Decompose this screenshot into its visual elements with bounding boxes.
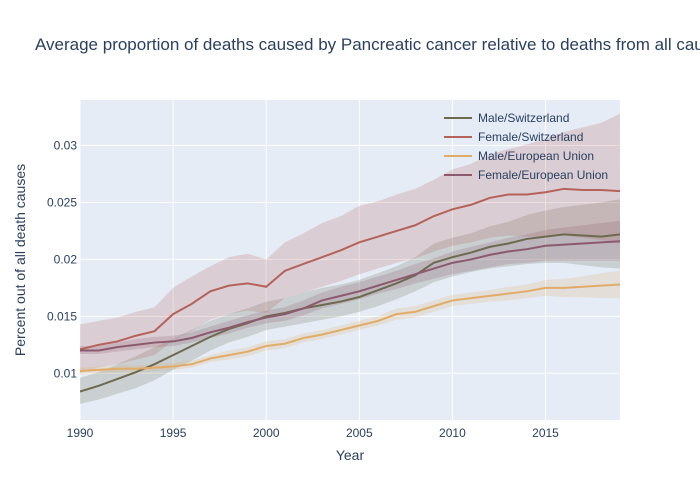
confidence-band bbox=[80, 113, 620, 374]
legend-label: Female/Switzerland bbox=[478, 130, 583, 144]
y-axis-title: Percent out of all death causes bbox=[12, 164, 28, 356]
x-axis-title: Year bbox=[336, 447, 365, 463]
series-line bbox=[80, 283, 620, 373]
y-tick-label: 0.025 bbox=[47, 195, 77, 209]
y-tick-label: 0.015 bbox=[47, 309, 77, 323]
series-lines bbox=[80, 187, 620, 393]
legend-label: Male/Switzerland bbox=[478, 111, 569, 125]
x-gridlines bbox=[79, 100, 547, 420]
legend-label: Female/European Union bbox=[478, 168, 608, 182]
series-line bbox=[80, 240, 620, 352]
series-line bbox=[80, 233, 620, 393]
y-tick-label: 0.03 bbox=[54, 139, 78, 153]
y-tick-label: 0.02 bbox=[54, 252, 78, 266]
x-tick-label: 1995 bbox=[160, 426, 187, 440]
confidence-band bbox=[80, 220, 620, 354]
x-tick-label: 2000 bbox=[253, 426, 280, 440]
y-tick-label: 0.01 bbox=[54, 366, 78, 380]
x-tick-label: 2005 bbox=[346, 426, 373, 440]
x-tick-label: 1990 bbox=[67, 426, 94, 440]
y-tick-labels: 0.01 0.015 0.02 0.025 0.03 bbox=[47, 139, 77, 381]
series-line bbox=[80, 187, 620, 351]
legend: Male/Switzerland Female/Switzerland Male/E… bbox=[444, 111, 608, 182]
confidence-band bbox=[80, 199, 620, 405]
legend-label: Male/European Union bbox=[478, 149, 594, 163]
x-tick-label: 2010 bbox=[439, 426, 466, 440]
x-tick-labels: 1990 1995 2000 2005 2010 2015 bbox=[67, 426, 560, 440]
chart-title: Average proportion of deaths caused by P… bbox=[35, 35, 700, 54]
x-tick-label: 2015 bbox=[532, 426, 559, 440]
